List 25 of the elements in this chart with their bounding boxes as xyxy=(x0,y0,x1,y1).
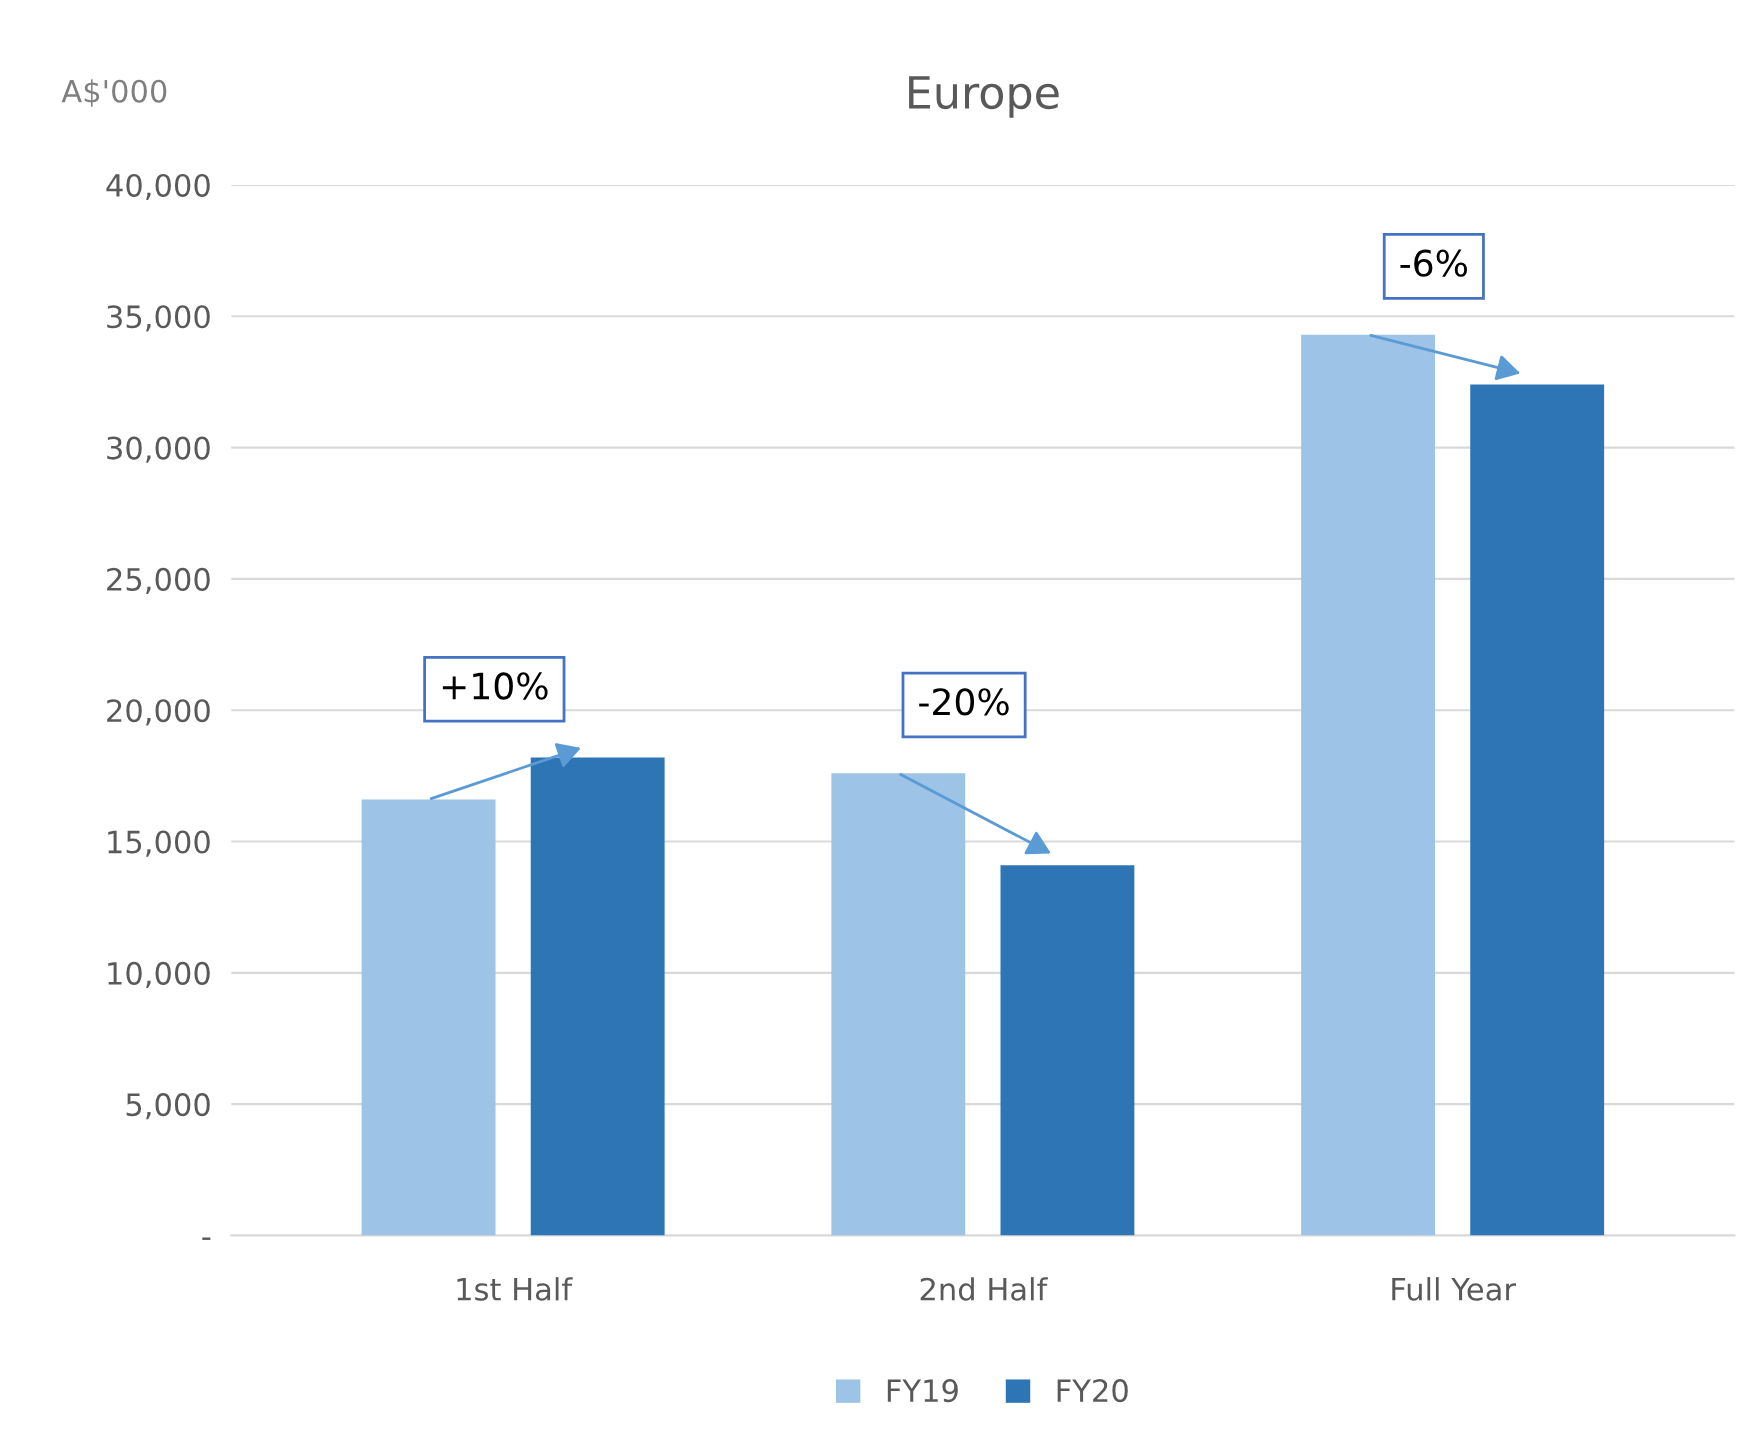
y-tick-label: - xyxy=(202,1237,211,1240)
y-tick-label: 10,000 xyxy=(108,961,210,989)
y-tick-label: 20,000 xyxy=(107,699,210,726)
x-tick-label: Full Year xyxy=(1392,1277,1516,1301)
y-tick-label: 40,000 xyxy=(106,173,210,201)
annotation: -20% xyxy=(919,688,1009,716)
bar xyxy=(361,799,496,1236)
bar xyxy=(1301,334,1436,1236)
bar xyxy=(1000,865,1135,1236)
bar xyxy=(530,757,665,1236)
y-tick-label: 5,000 xyxy=(126,1093,210,1120)
bar xyxy=(831,773,966,1236)
x-tick-label: 1st Half xyxy=(457,1277,573,1301)
y-tick-label: 30,000 xyxy=(107,436,210,463)
x-tick-label: 2nd Half xyxy=(920,1277,1048,1301)
y-tick-label: 25,000 xyxy=(107,567,210,595)
chart-title: Europe xyxy=(909,76,1059,118)
y-tick-label: 15,000 xyxy=(108,830,210,857)
y-tick-label: 35,000 xyxy=(107,305,210,332)
annotation: -6% xyxy=(1400,249,1467,277)
legend-label: FY20 xyxy=(1057,1379,1128,1403)
bar xyxy=(1470,384,1605,1236)
y-axis-title: A$'000 xyxy=(61,79,167,107)
legend-label: FY19 xyxy=(887,1379,958,1403)
annotation: +10% xyxy=(442,672,548,700)
